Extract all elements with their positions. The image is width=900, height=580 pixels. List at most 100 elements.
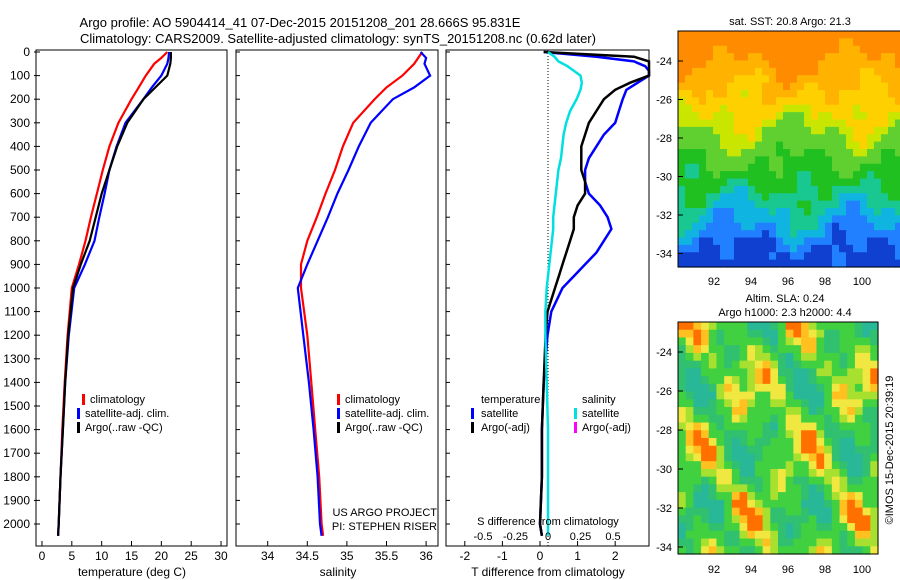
map-cell — [685, 149, 693, 157]
map-cell — [741, 230, 749, 239]
map-cell — [811, 156, 819, 165]
map-cell — [762, 476, 771, 485]
map-cell — [847, 329, 856, 339]
map-cell — [724, 453, 733, 462]
map-cell — [860, 244, 868, 253]
map-cell — [888, 82, 896, 91]
map-cell — [870, 383, 879, 393]
map-cell — [854, 337, 864, 346]
map-cell — [839, 352, 848, 362]
map-cell — [867, 82, 875, 91]
map-cell — [839, 230, 847, 239]
map-x-tick-label: 100 — [853, 276, 871, 288]
map-cell — [769, 45, 777, 54]
map-cell — [754, 383, 764, 393]
map-cell — [678, 208, 686, 216]
map-cell — [839, 67, 847, 76]
map-cell — [881, 90, 889, 98]
y-tick-label: 600 — [10, 187, 30, 201]
map-cell — [778, 538, 787, 547]
map-cell — [708, 345, 718, 354]
map-cell — [762, 53, 770, 62]
map-cell — [811, 252, 819, 261]
map-cell — [769, 193, 777, 202]
map-cell — [692, 141, 700, 150]
series-line-2 — [544, 50, 584, 536]
map-cell — [734, 67, 742, 76]
map-cell — [895, 67, 900, 76]
map-cell — [783, 156, 791, 165]
map-cell — [692, 67, 700, 76]
map-cell — [818, 208, 826, 216]
map-cell — [762, 492, 771, 501]
map-cell — [804, 60, 812, 69]
sst-map-title: sat. SST: 20.8 Argo: 21.3 — [729, 16, 851, 28]
map-cell — [708, 476, 718, 485]
map-cell — [747, 468, 756, 478]
map-cell — [839, 97, 847, 106]
map-cell — [793, 530, 802, 540]
map-cell — [754, 476, 764, 485]
map-cell — [790, 75, 798, 84]
map-cell — [793, 453, 802, 462]
map-cell — [783, 97, 791, 106]
map-cell — [847, 515, 856, 524]
map-cell — [862, 461, 871, 470]
map-cell — [888, 90, 896, 98]
map-cell — [853, 163, 861, 172]
map-cell — [808, 538, 818, 547]
map-cell — [678, 237, 686, 246]
map-cell — [727, 222, 735, 231]
x-tick-label: 2 — [612, 549, 619, 563]
map-cell — [685, 438, 694, 447]
map-cell — [783, 60, 791, 69]
map-cell — [839, 499, 848, 509]
x-tick-label: 1 — [574, 549, 581, 563]
map-cell — [847, 399, 856, 408]
map-cell — [769, 200, 777, 209]
map-cell — [854, 530, 864, 540]
map-cell — [678, 230, 686, 239]
x-tick-label: 36 — [419, 549, 433, 563]
map-cell — [785, 445, 794, 455]
map-cell — [724, 422, 733, 431]
map-cell — [739, 360, 748, 369]
map-cell — [762, 215, 770, 224]
map-cell — [816, 492, 825, 501]
map-cell — [720, 208, 728, 216]
map-cell — [720, 134, 728, 143]
map-cell — [699, 104, 707, 113]
map-cell — [874, 208, 882, 216]
map-cell — [824, 538, 833, 547]
map-cell — [776, 259, 784, 268]
map-cell — [874, 119, 882, 128]
map-cell — [783, 75, 791, 84]
legend-swatch-argo — [77, 422, 80, 433]
map-cell — [847, 352, 856, 362]
map-cell — [793, 376, 802, 385]
s-tick-label: -0.25 — [503, 531, 528, 543]
map-cell — [881, 200, 889, 209]
map-cell — [678, 149, 686, 157]
map-cell — [678, 53, 686, 62]
map-cell — [847, 468, 856, 478]
map-cell — [754, 530, 764, 540]
map-cell — [816, 484, 825, 493]
map-cell — [716, 383, 725, 393]
map-cell — [727, 67, 735, 76]
map-cell — [708, 461, 718, 470]
legend-swatch-satellite — [77, 408, 80, 419]
map-cell — [685, 399, 694, 408]
map-cell — [699, 215, 707, 224]
map-cell — [769, 97, 777, 106]
map-cell — [783, 134, 791, 143]
map-cell — [783, 38, 791, 47]
map-cell — [825, 53, 833, 62]
map-cell — [720, 171, 728, 180]
map-cell — [824, 345, 833, 354]
map-cell — [881, 38, 889, 47]
map-cell — [895, 38, 900, 47]
map-cell — [847, 461, 856, 470]
map-cell — [853, 171, 861, 180]
map-cell — [731, 391, 741, 400]
